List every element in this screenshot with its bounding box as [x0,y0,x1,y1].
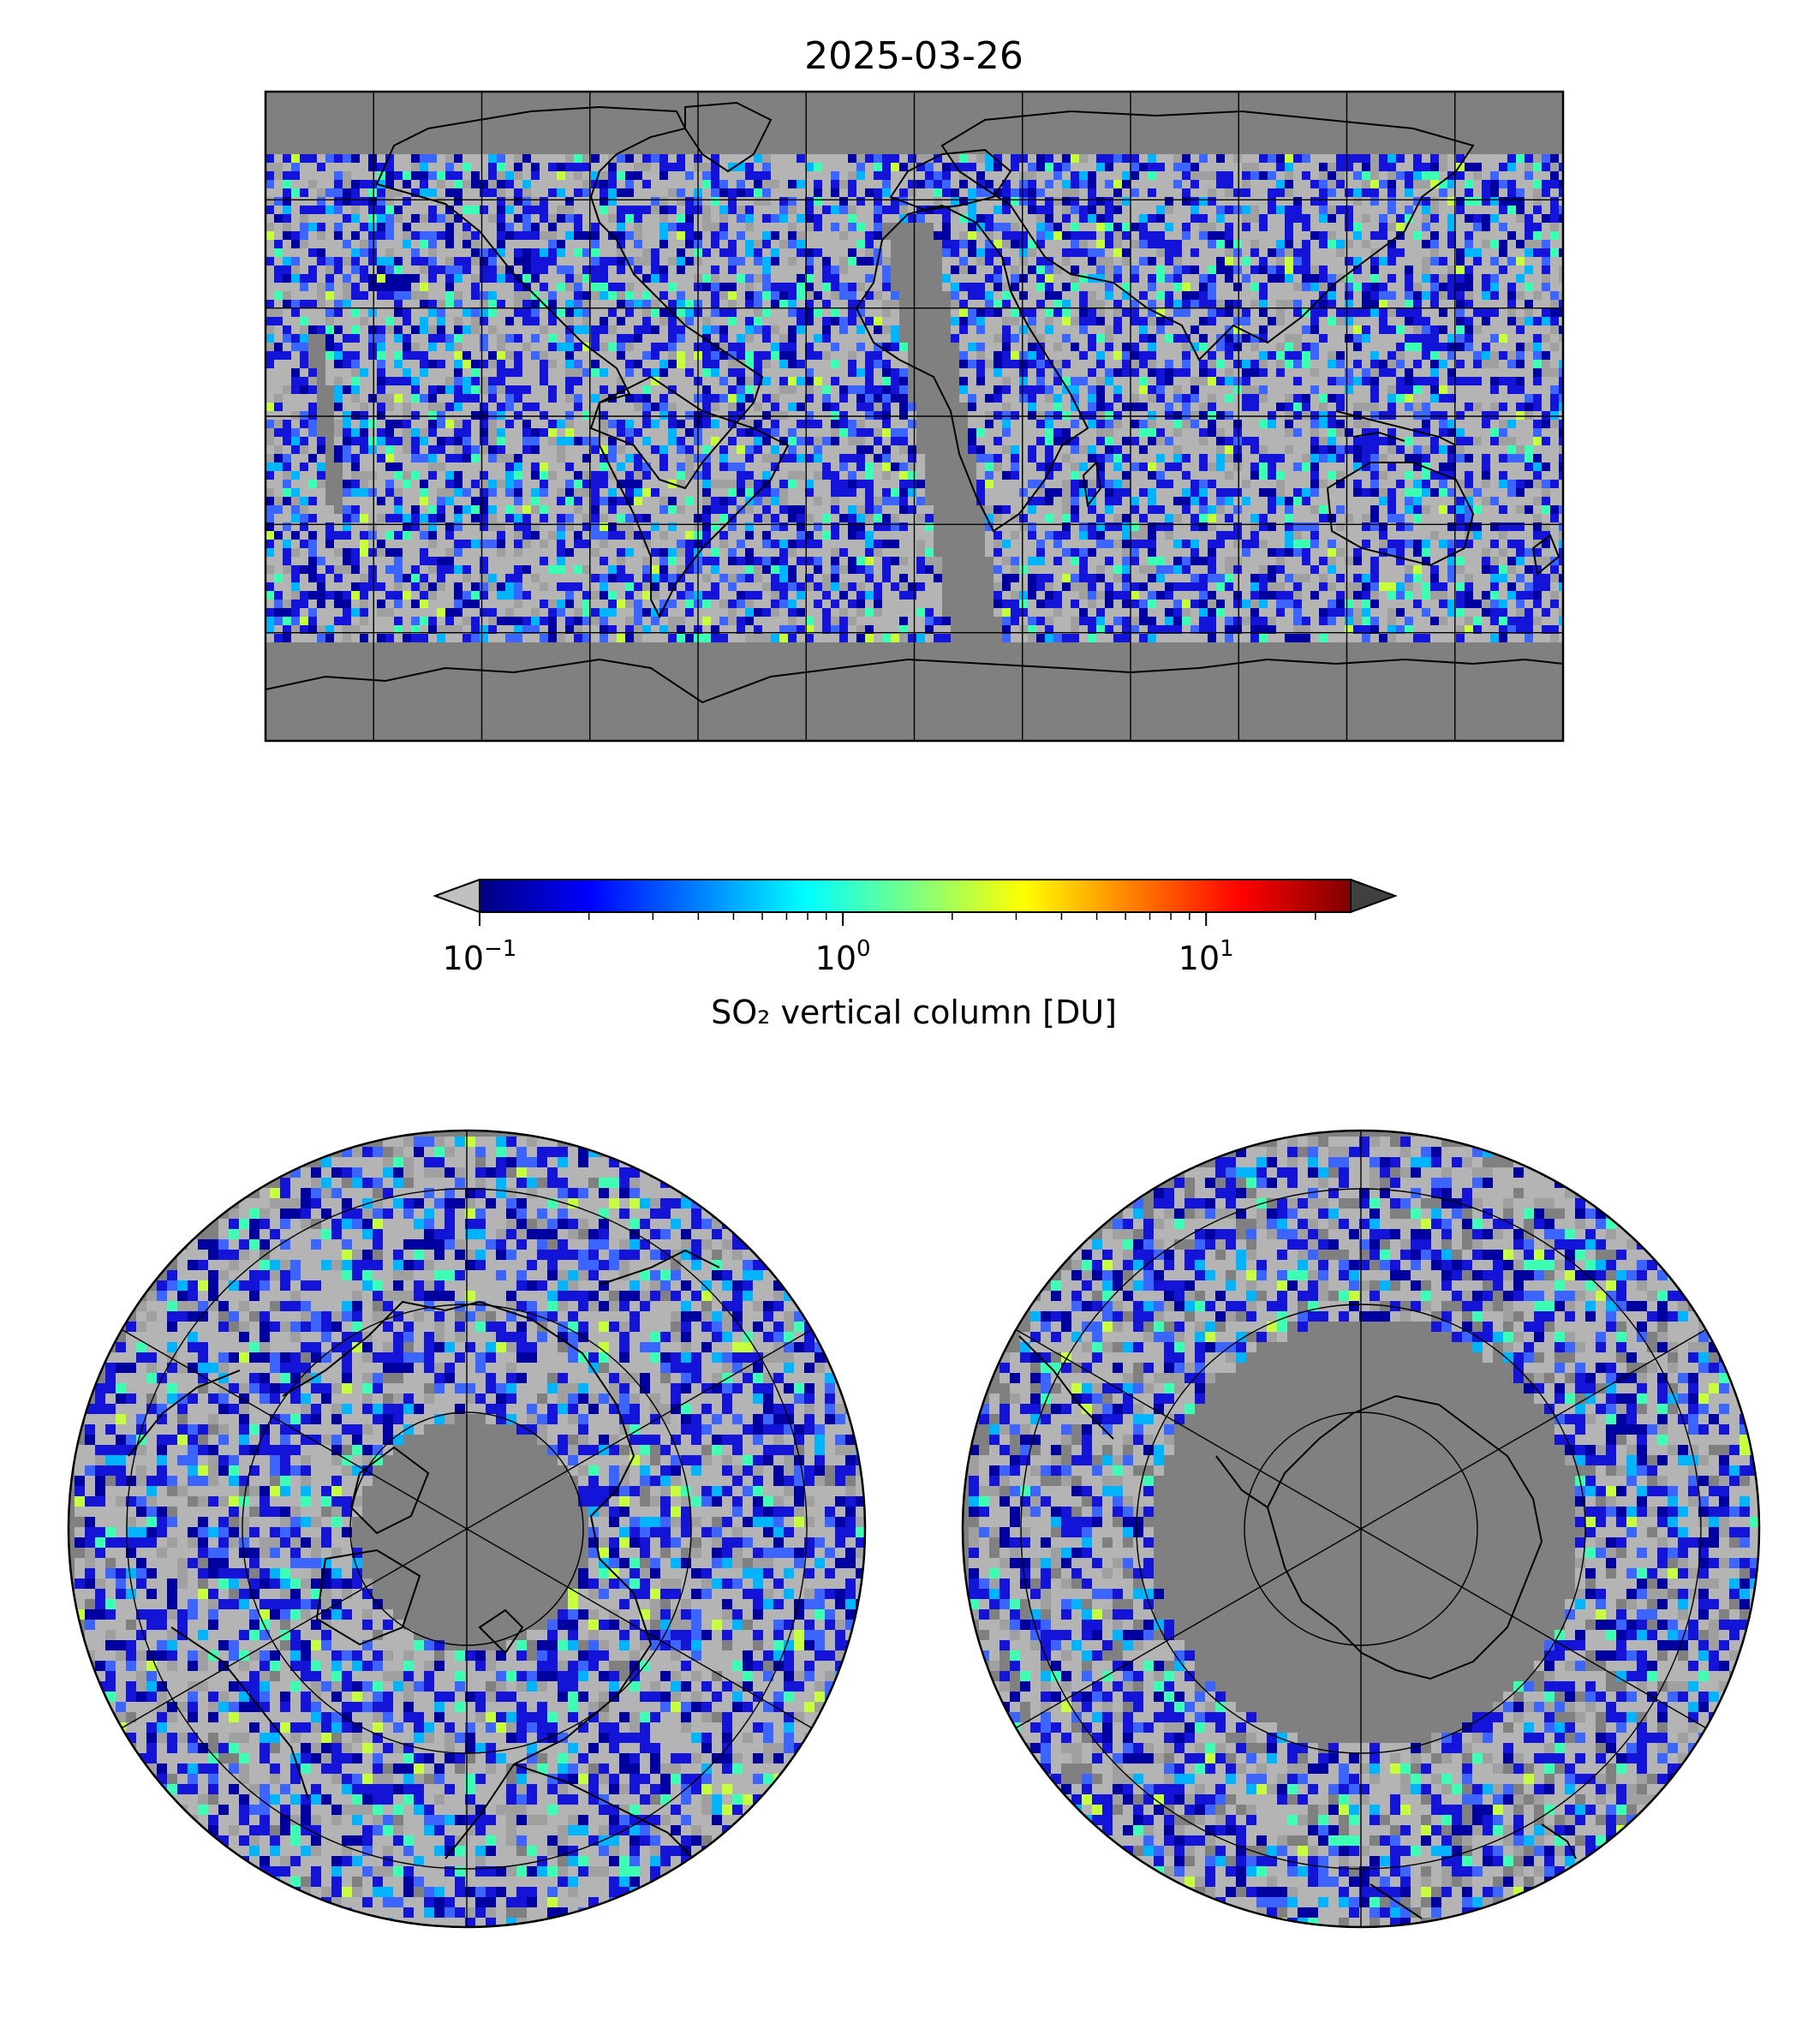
colorbar-ticks [479,912,1316,926]
south-polar-gridlines [1011,1131,1710,1927]
north-polar-gridlines [117,1131,816,1927]
colorbar-under-extension [433,878,480,914]
colorbar-gradient [479,879,1352,913]
colorbar-tick-label: 101 [1179,936,1234,977]
colorbar: 10−1 100 101 SO₂ vertical column [DU] [433,878,1398,1031]
colorbar-tick-labels: 10−1 100 101 [443,936,1234,977]
north-polar-coastlines [128,1249,720,1868]
north-polar-data-field [75,1137,865,1927]
global-gridlines [266,92,1563,741]
global-map [264,90,1565,743]
global-coastlines [266,101,1563,704]
colorbar-label: SO₂ vertical column [DU] [711,994,1117,1031]
colorbar-over-extension [1350,878,1398,914]
global-map-frame [264,90,1565,743]
north-polar-map [67,1129,867,1929]
figure-title: 2025-03-26 [804,34,1023,78]
south-polar-map [961,1129,1761,1929]
north-polar-frame [67,1129,867,1929]
colorbar-tick-label: 10−1 [443,936,517,977]
south-polar-frame [961,1129,1761,1929]
south-polar-data-field [969,1137,1759,1927]
colorbar-tick-label: 100 [815,936,871,977]
